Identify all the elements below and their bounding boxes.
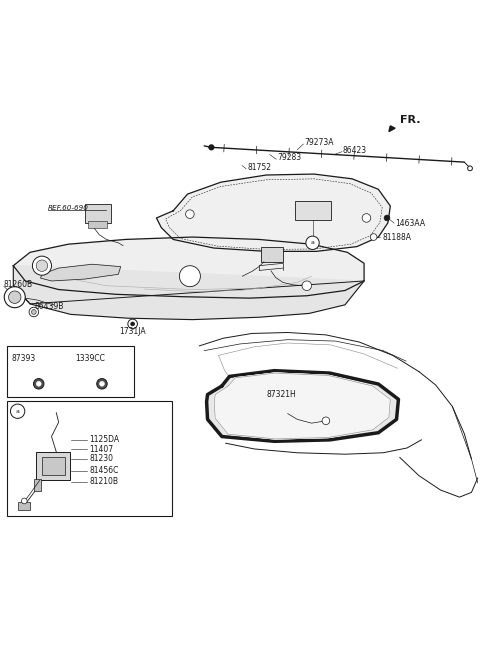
Circle shape xyxy=(180,266,200,287)
Bar xyxy=(18,502,30,509)
Bar xyxy=(36,452,70,480)
Circle shape xyxy=(29,307,38,317)
Text: 87393: 87393 xyxy=(12,354,36,363)
Circle shape xyxy=(4,287,25,308)
Text: 11407: 11407 xyxy=(90,445,114,454)
Text: 81188A: 81188A xyxy=(382,233,411,241)
Bar xyxy=(262,247,283,262)
Polygon shape xyxy=(40,264,120,281)
Circle shape xyxy=(306,236,319,249)
Text: 1463AA: 1463AA xyxy=(395,219,425,227)
Circle shape xyxy=(36,382,41,386)
Bar xyxy=(34,479,41,491)
Circle shape xyxy=(186,210,194,218)
Circle shape xyxy=(209,145,214,150)
Circle shape xyxy=(22,498,27,504)
Text: 1731JA: 1731JA xyxy=(120,327,146,336)
Text: 79283: 79283 xyxy=(277,154,301,162)
Circle shape xyxy=(99,382,104,386)
Polygon shape xyxy=(214,373,390,439)
Circle shape xyxy=(322,417,330,425)
Bar xyxy=(7,401,172,516)
Polygon shape xyxy=(13,237,364,298)
Circle shape xyxy=(131,322,134,326)
Text: 81752: 81752 xyxy=(247,164,271,172)
Text: 81230: 81230 xyxy=(90,454,114,464)
Bar xyxy=(42,457,65,475)
Circle shape xyxy=(384,215,390,221)
Text: a: a xyxy=(16,409,20,414)
Circle shape xyxy=(36,260,48,271)
Text: 1339CC: 1339CC xyxy=(75,354,105,363)
Circle shape xyxy=(33,256,51,275)
Circle shape xyxy=(468,166,472,171)
Bar xyxy=(295,201,331,220)
Circle shape xyxy=(370,233,377,240)
Polygon shape xyxy=(13,266,364,320)
Circle shape xyxy=(96,378,107,389)
Circle shape xyxy=(128,319,137,329)
Circle shape xyxy=(32,310,36,315)
Text: 86439B: 86439B xyxy=(35,302,64,311)
Text: 81260B: 81260B xyxy=(4,280,33,289)
Circle shape xyxy=(11,404,25,418)
Circle shape xyxy=(34,378,44,389)
Text: 79273A: 79273A xyxy=(304,138,334,147)
Polygon shape xyxy=(214,373,390,439)
Text: FR.: FR. xyxy=(400,115,420,125)
Circle shape xyxy=(9,291,21,303)
Text: 86423: 86423 xyxy=(343,146,367,155)
Polygon shape xyxy=(156,174,390,251)
Text: 81456C: 81456C xyxy=(90,466,119,475)
Circle shape xyxy=(302,281,312,291)
Bar xyxy=(88,221,108,229)
Polygon shape xyxy=(206,370,398,442)
Circle shape xyxy=(362,213,371,222)
Bar xyxy=(7,346,133,397)
Text: REF.60-690: REF.60-690 xyxy=(48,205,89,211)
Text: 81210B: 81210B xyxy=(90,477,119,486)
Text: a: a xyxy=(311,240,314,245)
Text: 87321H: 87321H xyxy=(266,390,296,399)
Text: 1125DA: 1125DA xyxy=(90,436,120,444)
Polygon shape xyxy=(389,126,395,132)
Bar xyxy=(85,203,111,223)
